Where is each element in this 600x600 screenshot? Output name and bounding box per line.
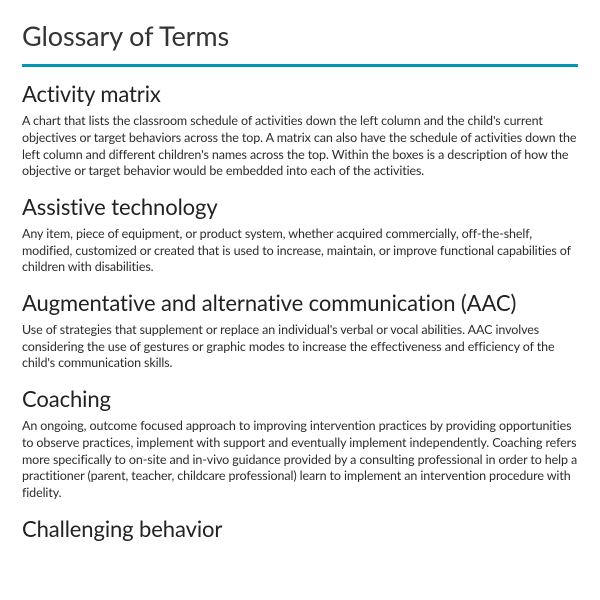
term-definition: A chart that lists the classroom schedul… bbox=[22, 113, 578, 181]
term-definition: An ongoing, outcome focused approach to … bbox=[22, 418, 578, 502]
term-title: Augmentative and alternative communicati… bbox=[22, 290, 578, 316]
term-title: Coaching bbox=[22, 386, 578, 412]
term-title: Assistive technology bbox=[22, 194, 578, 220]
title-divider bbox=[22, 64, 578, 67]
page-title: Glossary of Terms bbox=[22, 18, 578, 54]
term-definition: Any item, piece of equipment, or product… bbox=[22, 226, 578, 277]
term-definition: Use of strategies that supplement or rep… bbox=[22, 322, 578, 373]
term-title: Activity matrix bbox=[22, 81, 578, 107]
term-title: Challenging behavior bbox=[22, 516, 578, 542]
glossary-list: Activity matrix A chart that lists the c… bbox=[22, 81, 578, 542]
